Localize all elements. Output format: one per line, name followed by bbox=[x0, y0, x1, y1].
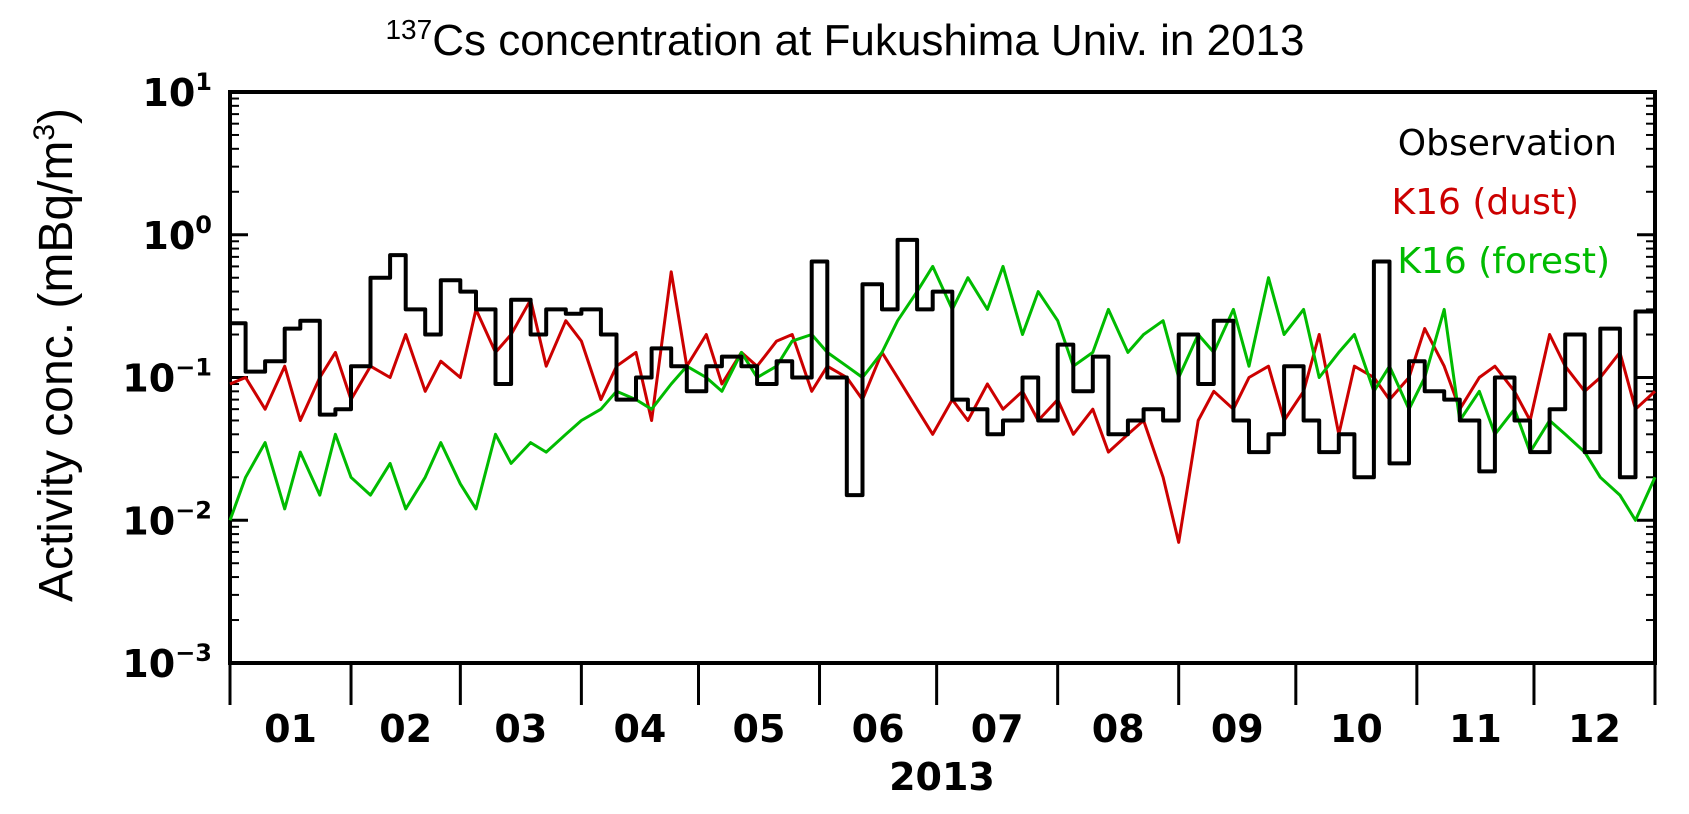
x-tick-label: 12 bbox=[1568, 707, 1621, 751]
y-axis-label: Activity conc. (mBq/m3) bbox=[28, 108, 83, 602]
x-tick-label: 05 bbox=[733, 707, 786, 751]
series-line-0 bbox=[230, 237, 1657, 498]
x-axis-label: 2013 bbox=[889, 755, 995, 799]
x-tick-label: 09 bbox=[1211, 707, 1264, 751]
y-tick-exponent: −1 bbox=[175, 354, 212, 382]
y-tick-label: 10−1 bbox=[122, 354, 212, 401]
x-tick-label: 08 bbox=[1092, 707, 1145, 751]
x-tick-label: 11 bbox=[1449, 707, 1502, 751]
title-superscript: 137 bbox=[385, 14, 432, 45]
title-main: Cs concentration at Fukushima Univ. in 2… bbox=[432, 16, 1304, 65]
series-line-2 bbox=[228, 264, 1657, 522]
y-tick-base: 10 bbox=[122, 499, 175, 543]
x-tick-label: 03 bbox=[494, 707, 547, 751]
y-tick-label: 101 bbox=[142, 68, 212, 115]
legend-observation: Observation bbox=[1398, 123, 1617, 164]
series-layer bbox=[228, 237, 1657, 544]
y-tick-exponent: −3 bbox=[175, 639, 212, 667]
y-tick-base: 10 bbox=[122, 642, 175, 686]
y-tick-label: 10−2 bbox=[122, 496, 212, 543]
y-tick-exponent: 0 bbox=[195, 211, 212, 239]
y-tick-base: 10 bbox=[142, 71, 195, 115]
y-axis-label-sup: 3 bbox=[28, 124, 61, 141]
series-line-1 bbox=[229, 270, 1657, 544]
y-axis-label-main: Activity conc. (mBq/m bbox=[30, 141, 83, 602]
y-tick-exponent: 1 bbox=[195, 68, 212, 96]
x-tick-label: 04 bbox=[613, 707, 666, 751]
x-tick-label: 02 bbox=[379, 707, 432, 751]
plot-frame bbox=[228, 90, 1657, 665]
legend-dust: K16 (dust) bbox=[1392, 182, 1580, 223]
y-tick-base: 10 bbox=[142, 214, 195, 258]
x-tick-label: 06 bbox=[852, 707, 905, 751]
axis-ticks bbox=[228, 90, 1657, 705]
y-axis-label-close: ) bbox=[30, 108, 83, 124]
y-tick-label: 10−3 bbox=[122, 639, 212, 686]
chart-title: 137Cs concentration at Fukushima Univ. i… bbox=[385, 14, 1304, 65]
x-tick-label: 07 bbox=[971, 707, 1024, 751]
y-tick-label: 100 bbox=[142, 211, 212, 258]
x-tick-label: 01 bbox=[264, 707, 317, 751]
x-tick-labels: 01 02 03 04 05 06 07 08 09 10 11 12 bbox=[264, 707, 1621, 751]
legend: Observation K16 (dust) K16 (forest) bbox=[1392, 123, 1618, 282]
y-tick-base: 10 bbox=[122, 357, 175, 401]
y-tick-exponent: −2 bbox=[175, 496, 212, 524]
legend-forest: K16 (forest) bbox=[1397, 241, 1610, 282]
x-tick-label: 10 bbox=[1330, 707, 1383, 751]
